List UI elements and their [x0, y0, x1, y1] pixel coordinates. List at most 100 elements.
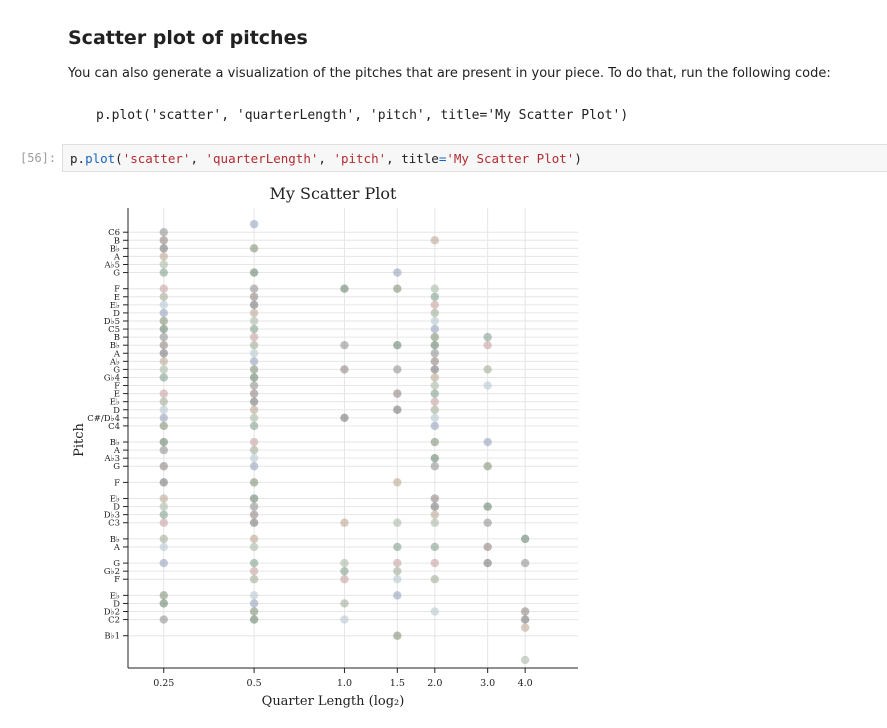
x-tick-label: 1.0: [337, 678, 352, 689]
code-function: plot: [85, 151, 116, 166]
data-point: [483, 437, 492, 447]
data-point: [249, 389, 259, 398]
data-point: [159, 510, 168, 519]
code-arg-3: 'pitch': [333, 151, 387, 166]
y-tick-label: C4: [108, 422, 120, 432]
data-point: [430, 502, 440, 511]
data-point: [430, 437, 440, 447]
data-point: [159, 397, 168, 406]
data-point: [430, 558, 440, 568]
data-point: [430, 381, 440, 390]
y-tick-label: A: [113, 349, 121, 359]
data-point: [159, 292, 168, 301]
data-point: [159, 615, 168, 624]
y-axis-label: Pitch: [72, 422, 87, 456]
y-tick-label: D: [113, 309, 120, 319]
data-point: [393, 405, 402, 414]
data-point: [159, 591, 168, 600]
y-tick-label: G: [113, 462, 120, 472]
code-sep-2: ,: [318, 151, 334, 166]
data-point: [249, 397, 259, 406]
data-point: [340, 558, 349, 568]
data-point: [430, 308, 440, 318]
data-point: [159, 389, 168, 398]
y-tick-label: B♭: [110, 438, 120, 448]
data-point: [393, 566, 402, 576]
y-tick-label: F: [114, 382, 120, 392]
section-heading: Scatter plot of pitches: [68, 27, 308, 49]
data-point: [483, 365, 492, 374]
code-dot: .: [77, 151, 86, 166]
y-tick-label: C2: [108, 616, 120, 626]
data-point: [483, 558, 492, 568]
x-tick-label: 4.0: [518, 678, 533, 689]
data-point: [249, 405, 259, 414]
data-point: [159, 316, 168, 326]
data-point: [249, 244, 259, 253]
data-point: [430, 405, 440, 414]
description-paragraph: You can also generate a visualization of…: [68, 66, 831, 81]
data-point: [430, 494, 440, 503]
data-point: [430, 453, 440, 463]
data-point: [483, 340, 492, 350]
y-tick-label: E: [114, 390, 120, 400]
data-point: [159, 518, 168, 527]
data-point: [159, 534, 168, 544]
data-point: [159, 365, 168, 374]
y-tick-label: B♭: [110, 535, 120, 545]
y-tick-label: C#/D♭4: [87, 414, 120, 424]
data-point: [159, 349, 168, 358]
code-kwarg-value: 'My Scatter Plot': [446, 151, 575, 166]
data-point: [249, 349, 259, 358]
data-point: [430, 300, 440, 310]
data-point: [430, 510, 440, 519]
data-point: [249, 558, 259, 568]
data-point: [249, 413, 259, 423]
data-point: [430, 316, 440, 326]
data-point: [159, 437, 168, 447]
code-arg-1: 'scatter': [122, 151, 191, 166]
data-point: [520, 534, 530, 544]
data-point: [159, 494, 168, 503]
data-point: [159, 373, 168, 382]
data-point: [340, 340, 349, 350]
code-line[interactable]: p.plot('scatter', 'quarterLength', 'pitc…: [70, 151, 582, 166]
data-point: [483, 462, 492, 471]
y-tick-label: B: [114, 333, 120, 343]
data-point: [159, 421, 168, 431]
y-tick-label: D: [113, 599, 120, 609]
data-point: [249, 357, 259, 366]
data-point: [430, 349, 440, 358]
data-point: [430, 324, 440, 334]
code-equals: =: [438, 151, 447, 166]
data-point: [393, 365, 402, 374]
data-point: [249, 542, 259, 552]
data-point: [393, 268, 402, 277]
data-point: [249, 268, 259, 277]
data-point: [393, 575, 402, 584]
data-point: [249, 365, 259, 374]
data-point: [249, 453, 259, 463]
y-tick-label: E: [114, 293, 120, 303]
data-point: [249, 437, 259, 447]
y-tick-label: G: [113, 269, 120, 279]
data-point: [483, 502, 492, 511]
code-cell[interactable]: p.plot('scatter', 'quarterLength', 'pitc…: [62, 144, 887, 172]
code-object: p: [70, 151, 78, 166]
data-point: [249, 308, 259, 318]
data-point: [249, 300, 259, 310]
code-kwarg-name: title: [401, 151, 439, 166]
data-point: [249, 332, 259, 342]
data-point: [249, 510, 259, 519]
data-point: [340, 518, 349, 527]
data-point: [393, 478, 402, 487]
y-tick-label: A: [113, 252, 121, 262]
y-tick-label: B♭: [110, 244, 120, 254]
y-tick-label: G♭4: [104, 373, 120, 383]
y-tick-label: G♭2: [104, 567, 120, 577]
data-point: [520, 623, 530, 632]
data-point: [159, 599, 168, 608]
data-point: [393, 518, 402, 527]
data-point: [393, 284, 402, 293]
data-point: [249, 478, 259, 487]
